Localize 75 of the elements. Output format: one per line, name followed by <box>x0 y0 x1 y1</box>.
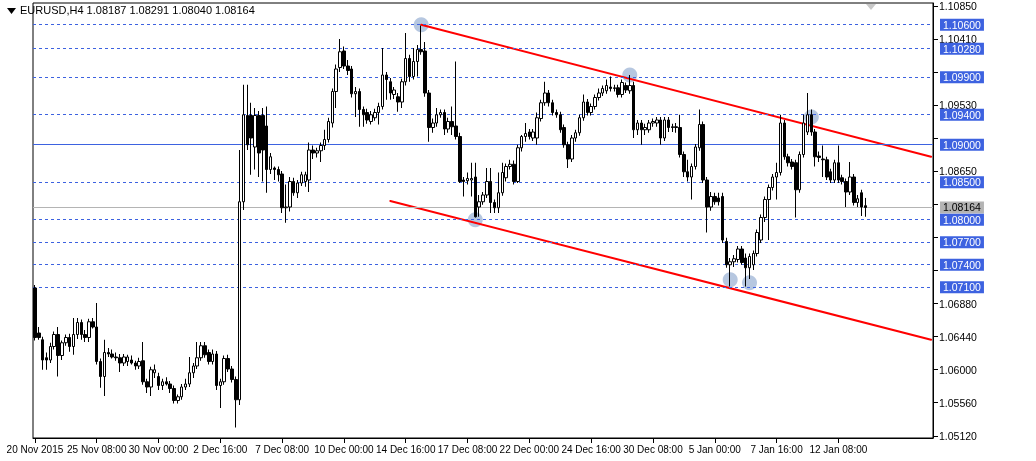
candlestick <box>837 145 840 184</box>
candlestick <box>721 192 724 244</box>
y-tick-label: 1.05560 <box>939 396 978 409</box>
candlestick <box>307 142 311 193</box>
y-tick-label: 1.10410 <box>939 33 978 45</box>
candlestick <box>56 326 60 377</box>
ref-line-label: 1.09000 <box>943 138 982 151</box>
candlestick <box>72 317 75 356</box>
x-tick-label: 14 Dec 16:00 <box>376 443 436 455</box>
y-tick-label: 1.06000 <box>939 363 978 376</box>
y-tick-label: 1.06880 <box>939 297 978 310</box>
candlestick <box>365 108 369 125</box>
ref-line-label: 1.07400 <box>943 258 982 271</box>
candlestick <box>616 84 620 98</box>
candlestick <box>489 167 492 214</box>
x-tick-label: 7 Dec 08:00 <box>255 443 310 455</box>
candlestick <box>659 116 662 146</box>
candlestick <box>821 145 825 178</box>
candlestick <box>736 245 740 263</box>
x-tick-label: 2 Dec 16:00 <box>193 443 248 455</box>
x-tick-label: 10 Dec 00:00 <box>314 443 375 455</box>
ref-line-label: 1.10600 <box>943 18 982 31</box>
y-tick-label: 1.10850 <box>939 0 978 12</box>
ref-line-label: 1.10280 <box>943 42 982 55</box>
y-tick-label: 1.05120 <box>939 429 978 442</box>
candlestick <box>389 77 392 101</box>
candlestick <box>149 366 153 397</box>
candlestick <box>80 319 83 341</box>
x-tick-label: 7 Jan 16:00 <box>750 443 804 455</box>
point <box>722 272 738 288</box>
x-tick-label: 30 Nov 00:00 <box>128 443 189 455</box>
candlestick <box>126 354 129 367</box>
x-tick-label: 30 Dec 08:00 <box>623 443 684 455</box>
candlestick <box>443 109 446 136</box>
candlestick <box>180 383 183 401</box>
candlestick <box>265 106 268 194</box>
candlestick <box>118 353 122 373</box>
candlestick <box>188 356 191 388</box>
candlestick <box>605 79 608 95</box>
ref-line-label: 1.08500 <box>943 176 982 189</box>
ref-line-label: 1.07700 <box>943 236 982 249</box>
x-tick-label: 24 Dec 16:00 <box>561 443 622 455</box>
candlestick <box>640 119 643 146</box>
candlestick <box>110 349 114 359</box>
candlestick <box>412 47 415 80</box>
candlestick <box>257 110 261 178</box>
x-tick-label: 22 Dec 00:00 <box>499 443 560 455</box>
candlestick <box>609 76 612 92</box>
candlestick <box>474 162 477 218</box>
y-tick-label: 1.06440 <box>939 330 978 343</box>
ref-line-label: 1.09400 <box>943 108 982 121</box>
y-tick-label: 1.09530 <box>939 99 978 111</box>
candlestick <box>87 318 91 343</box>
ref-line-label: 1.09900 <box>943 71 982 84</box>
candlestick <box>860 189 863 217</box>
x-tick-label: 5 Jan 00:00 <box>688 443 742 455</box>
y-tick-label: 1.08650 <box>939 165 978 177</box>
ref-line-label: 1.08164 <box>943 201 982 214</box>
candlestick <box>647 119 651 134</box>
ref-line-label: 1.07100 <box>943 281 982 294</box>
ref-line-label: 1.08000 <box>943 213 982 226</box>
candlestick <box>663 116 666 142</box>
x-tick-label: 25 Nov 08:00 <box>66 443 127 455</box>
x-tick-label: 17 Dec 08:00 <box>437 443 498 455</box>
candlestick <box>620 79 624 98</box>
candlestick <box>134 360 137 371</box>
candlestick <box>157 372 160 391</box>
candlestick <box>315 147 319 158</box>
chart-title: EURUSD,H4 1.08187 1.08291 1.08040 1.08164 <box>20 4 255 16</box>
candlestick <box>103 339 106 397</box>
candlestick <box>172 385 176 404</box>
x-tick-label: 12 Jan 08:00 <box>809 443 868 455</box>
candlestick <box>369 110 373 125</box>
x-tick-label: 20 Nov 2015 <box>6 443 64 455</box>
candlestick <box>358 88 361 128</box>
